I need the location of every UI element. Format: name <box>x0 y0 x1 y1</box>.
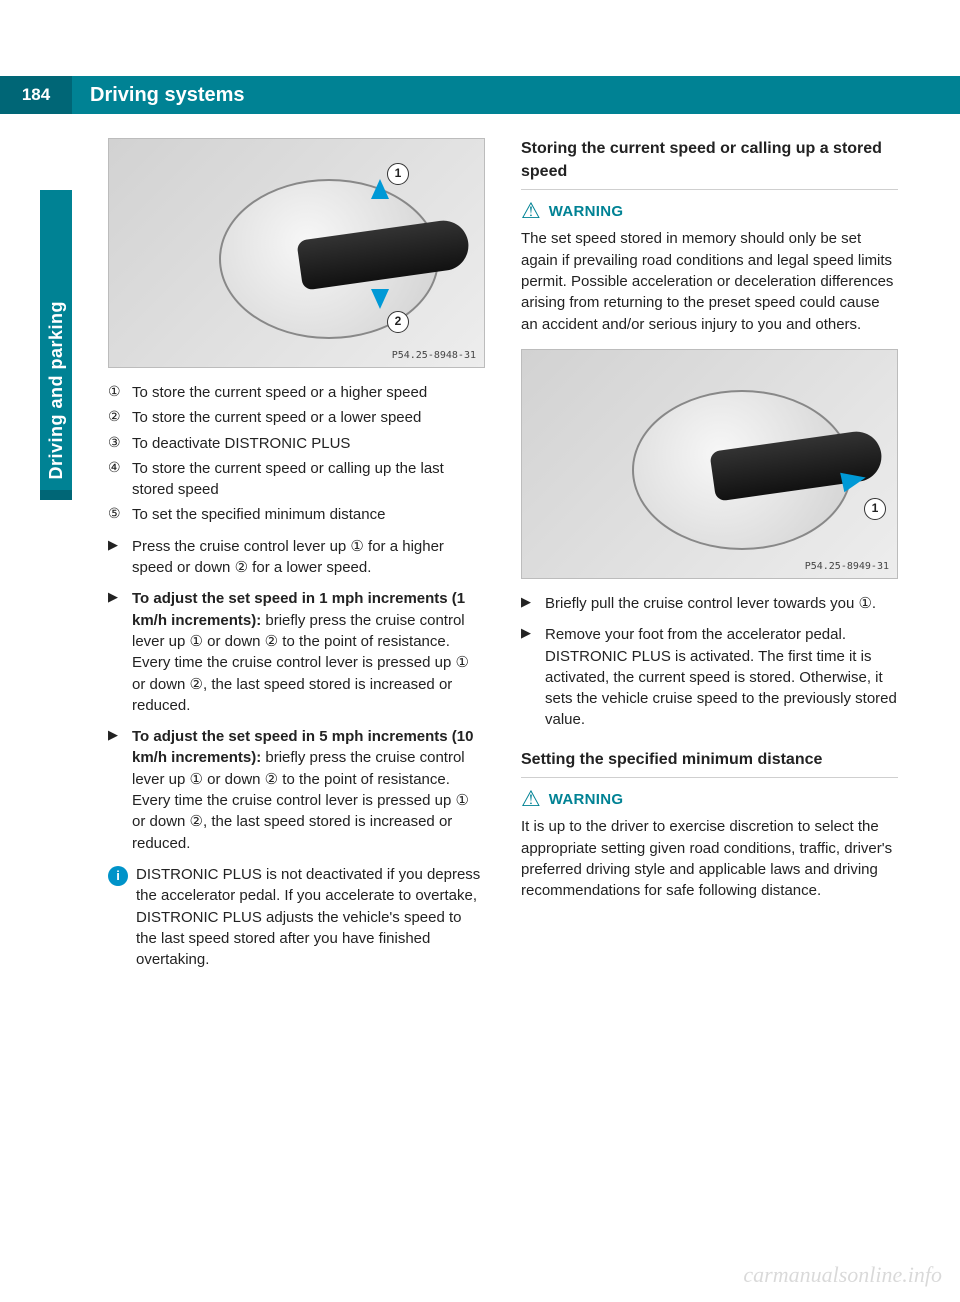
legend-marker: ⑤ <box>108 504 132 525</box>
right-column: Storing the current speed or calling up … <box>521 138 898 970</box>
step-text: Remove your foot from the accelerator pe… <box>545 624 898 730</box>
info-note: i DISTRONIC PLUS is not deactivated if y… <box>108 864 485 970</box>
arrow-down-icon <box>371 289 389 309</box>
info-text: DISTRONIC PLUS is not deactivated if you… <box>136 864 485 970</box>
legend-list: ①To store the current speed or a higher … <box>108 382 485 526</box>
warning-icon: ⚠ <box>521 200 541 222</box>
step-text: To adjust the set speed in 5 mph increme… <box>132 726 485 854</box>
step-item: ▶Briefly pull the cruise control lever t… <box>521 593 898 614</box>
legend-text: To store the current speed or calling up… <box>132 458 485 501</box>
figure-1-caption: P54.25-8948-31 <box>392 349 476 363</box>
step-list-right: ▶Briefly pull the cruise control lever t… <box>521 593 898 731</box>
step-marker-icon: ▶ <box>108 536 132 579</box>
watermark: carmanualsonline.info <box>743 1262 942 1288</box>
legend-marker: ① <box>108 382 132 403</box>
arrow-up-icon <box>371 179 389 199</box>
step-marker-icon: ▶ <box>108 726 132 854</box>
legend-text: To deactivate DISTRONIC PLUS <box>132 433 485 454</box>
legend-item: ①To store the current speed or a higher … <box>108 382 485 403</box>
warning-label: WARNING <box>549 201 624 222</box>
warning-icon: ⚠ <box>521 788 541 810</box>
step-marker-icon: ▶ <box>521 624 545 730</box>
callout-1: 1 <box>864 498 886 520</box>
section-heading: Storing the current speed or calling up … <box>521 138 898 183</box>
warning-header: ⚠ WARNING <box>521 200 898 222</box>
step-item: ▶Remove your foot from the accelerator p… <box>521 624 898 730</box>
legend-item: ④To store the current speed or calling u… <box>108 458 485 501</box>
legend-text: To store the current speed or a higher s… <box>132 382 485 403</box>
callout-1: 1 <box>387 163 409 185</box>
step-text: Briefly pull the cruise control lever to… <box>545 593 898 614</box>
step-text: Press the cruise control lever up ① for … <box>132 536 485 579</box>
step-marker-icon: ▶ <box>108 588 132 716</box>
section-divider <box>521 777 898 778</box>
section-heading: Setting the specified minimum distance <box>521 749 898 772</box>
left-column: 1 2 P54.25-8948-31 ①To store the current… <box>108 138 485 970</box>
warning-text: The set speed stored in memory should on… <box>521 228 898 334</box>
legend-item: ②To store the current speed or a lower s… <box>108 407 485 428</box>
page-number: 184 <box>0 76 72 114</box>
legend-text: To set the specified minimum distance <box>132 504 485 525</box>
chapter-title: Driving systems <box>90 84 245 107</box>
step-item: ▶Press the cruise control lever up ① for… <box>108 536 485 579</box>
legend-marker: ② <box>108 407 132 428</box>
sidebar-tab: Driving and parking <box>40 190 72 490</box>
warning-label: WARNING <box>549 789 624 810</box>
sidebar-label: Driving and parking <box>46 301 67 480</box>
step-marker-icon: ▶ <box>521 593 545 614</box>
legend-marker: ④ <box>108 458 132 501</box>
legend-item: ③To deactivate DISTRONIC PLUS <box>108 433 485 454</box>
header-bar: 184 Driving systems <box>0 76 960 114</box>
callout-2: 2 <box>387 311 409 333</box>
figure-2: 1 P54.25-8949-31 <box>521 349 898 579</box>
info-icon: i <box>108 866 128 886</box>
step-item: ▶To adjust the set speed in 5 mph increm… <box>108 726 485 854</box>
arrow-right-icon <box>840 468 868 493</box>
legend-item: ⑤To set the specified minimum distance <box>108 504 485 525</box>
figure-1: 1 2 P54.25-8948-31 <box>108 138 485 368</box>
legend-text: To store the current speed or a lower sp… <box>132 407 485 428</box>
step-text: To adjust the set speed in 1 mph increme… <box>132 588 485 716</box>
figure-2-caption: P54.25-8949-31 <box>805 560 889 574</box>
step-item: ▶To adjust the set speed in 1 mph increm… <box>108 588 485 716</box>
step-list-left: ▶Press the cruise control lever up ① for… <box>108 536 485 854</box>
warning-header: ⚠ WARNING <box>521 788 898 810</box>
warning-text: It is up to the driver to exercise discr… <box>521 816 898 901</box>
section-divider <box>521 189 898 190</box>
legend-marker: ③ <box>108 433 132 454</box>
